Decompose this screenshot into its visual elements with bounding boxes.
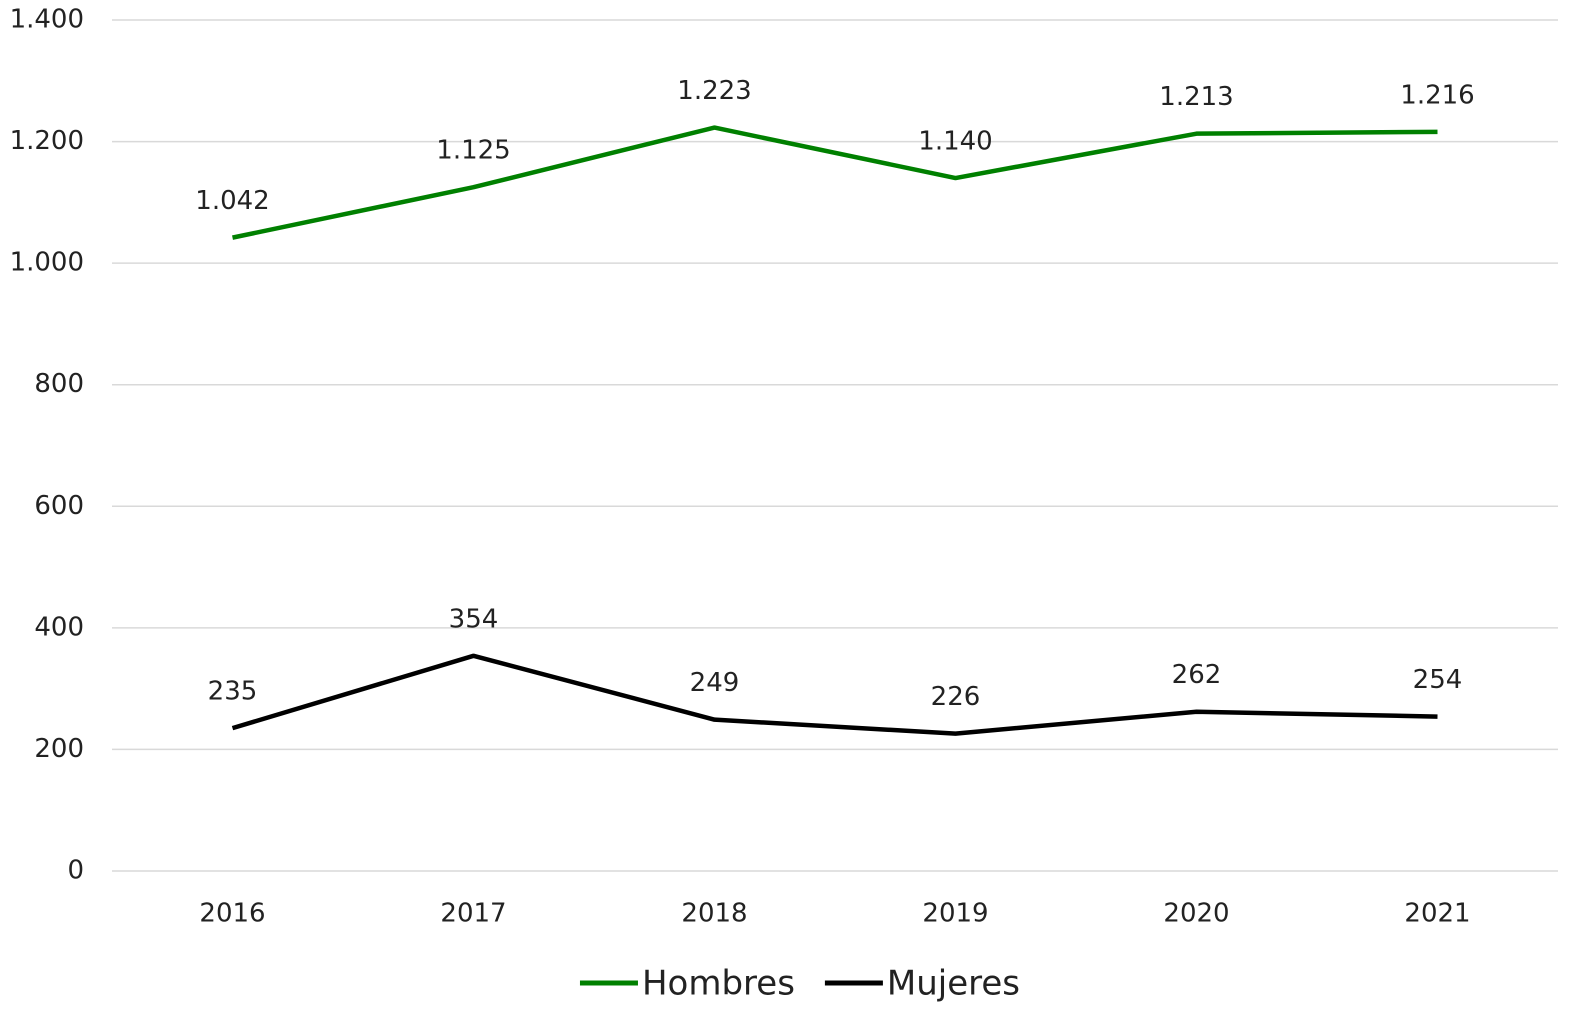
x-tick-label: 2019 <box>922 899 988 929</box>
data-label: 249 <box>690 668 740 698</box>
data-label: 354 <box>449 604 499 634</box>
data-label: 262 <box>1172 660 1222 690</box>
x-tick-label: 2018 <box>681 899 747 929</box>
y-tick-label: 800 <box>34 369 84 399</box>
y-tick-label: 200 <box>34 734 84 764</box>
y-tick-label: 600 <box>34 491 84 521</box>
y-tick-label: 1.400 <box>10 5 84 35</box>
data-label: 235 <box>208 677 258 707</box>
data-label: 1.216 <box>1400 80 1474 110</box>
y-tick-label: 1.000 <box>10 248 84 278</box>
legend: Hombres Mujeres <box>579 964 1020 1004</box>
series-line <box>231 653 1438 736</box>
x-tick-label: 2020 <box>1163 899 1229 929</box>
series-line <box>232 125 1438 240</box>
x-tick-label: 2017 <box>440 899 506 929</box>
legend-label: Mujeres <box>887 964 1020 1004</box>
y-tick-label: 0 <box>67 856 84 886</box>
y-tick-label: 1.200 <box>10 126 84 156</box>
x-tick-label: 2016 <box>199 899 265 929</box>
data-label: 1.125 <box>436 136 510 166</box>
data-label: 226 <box>931 682 981 712</box>
data-label: 1.213 <box>1159 82 1233 112</box>
y-tick-label: 400 <box>34 612 84 642</box>
data-label: 1.140 <box>918 127 992 157</box>
x-tick-label: 2021 <box>1404 899 1470 929</box>
data-label: 1.042 <box>195 186 269 216</box>
data-label: 1.223 <box>677 76 751 106</box>
data-label: 254 <box>1413 665 1463 695</box>
legend-label: Hombres <box>642 964 795 1004</box>
